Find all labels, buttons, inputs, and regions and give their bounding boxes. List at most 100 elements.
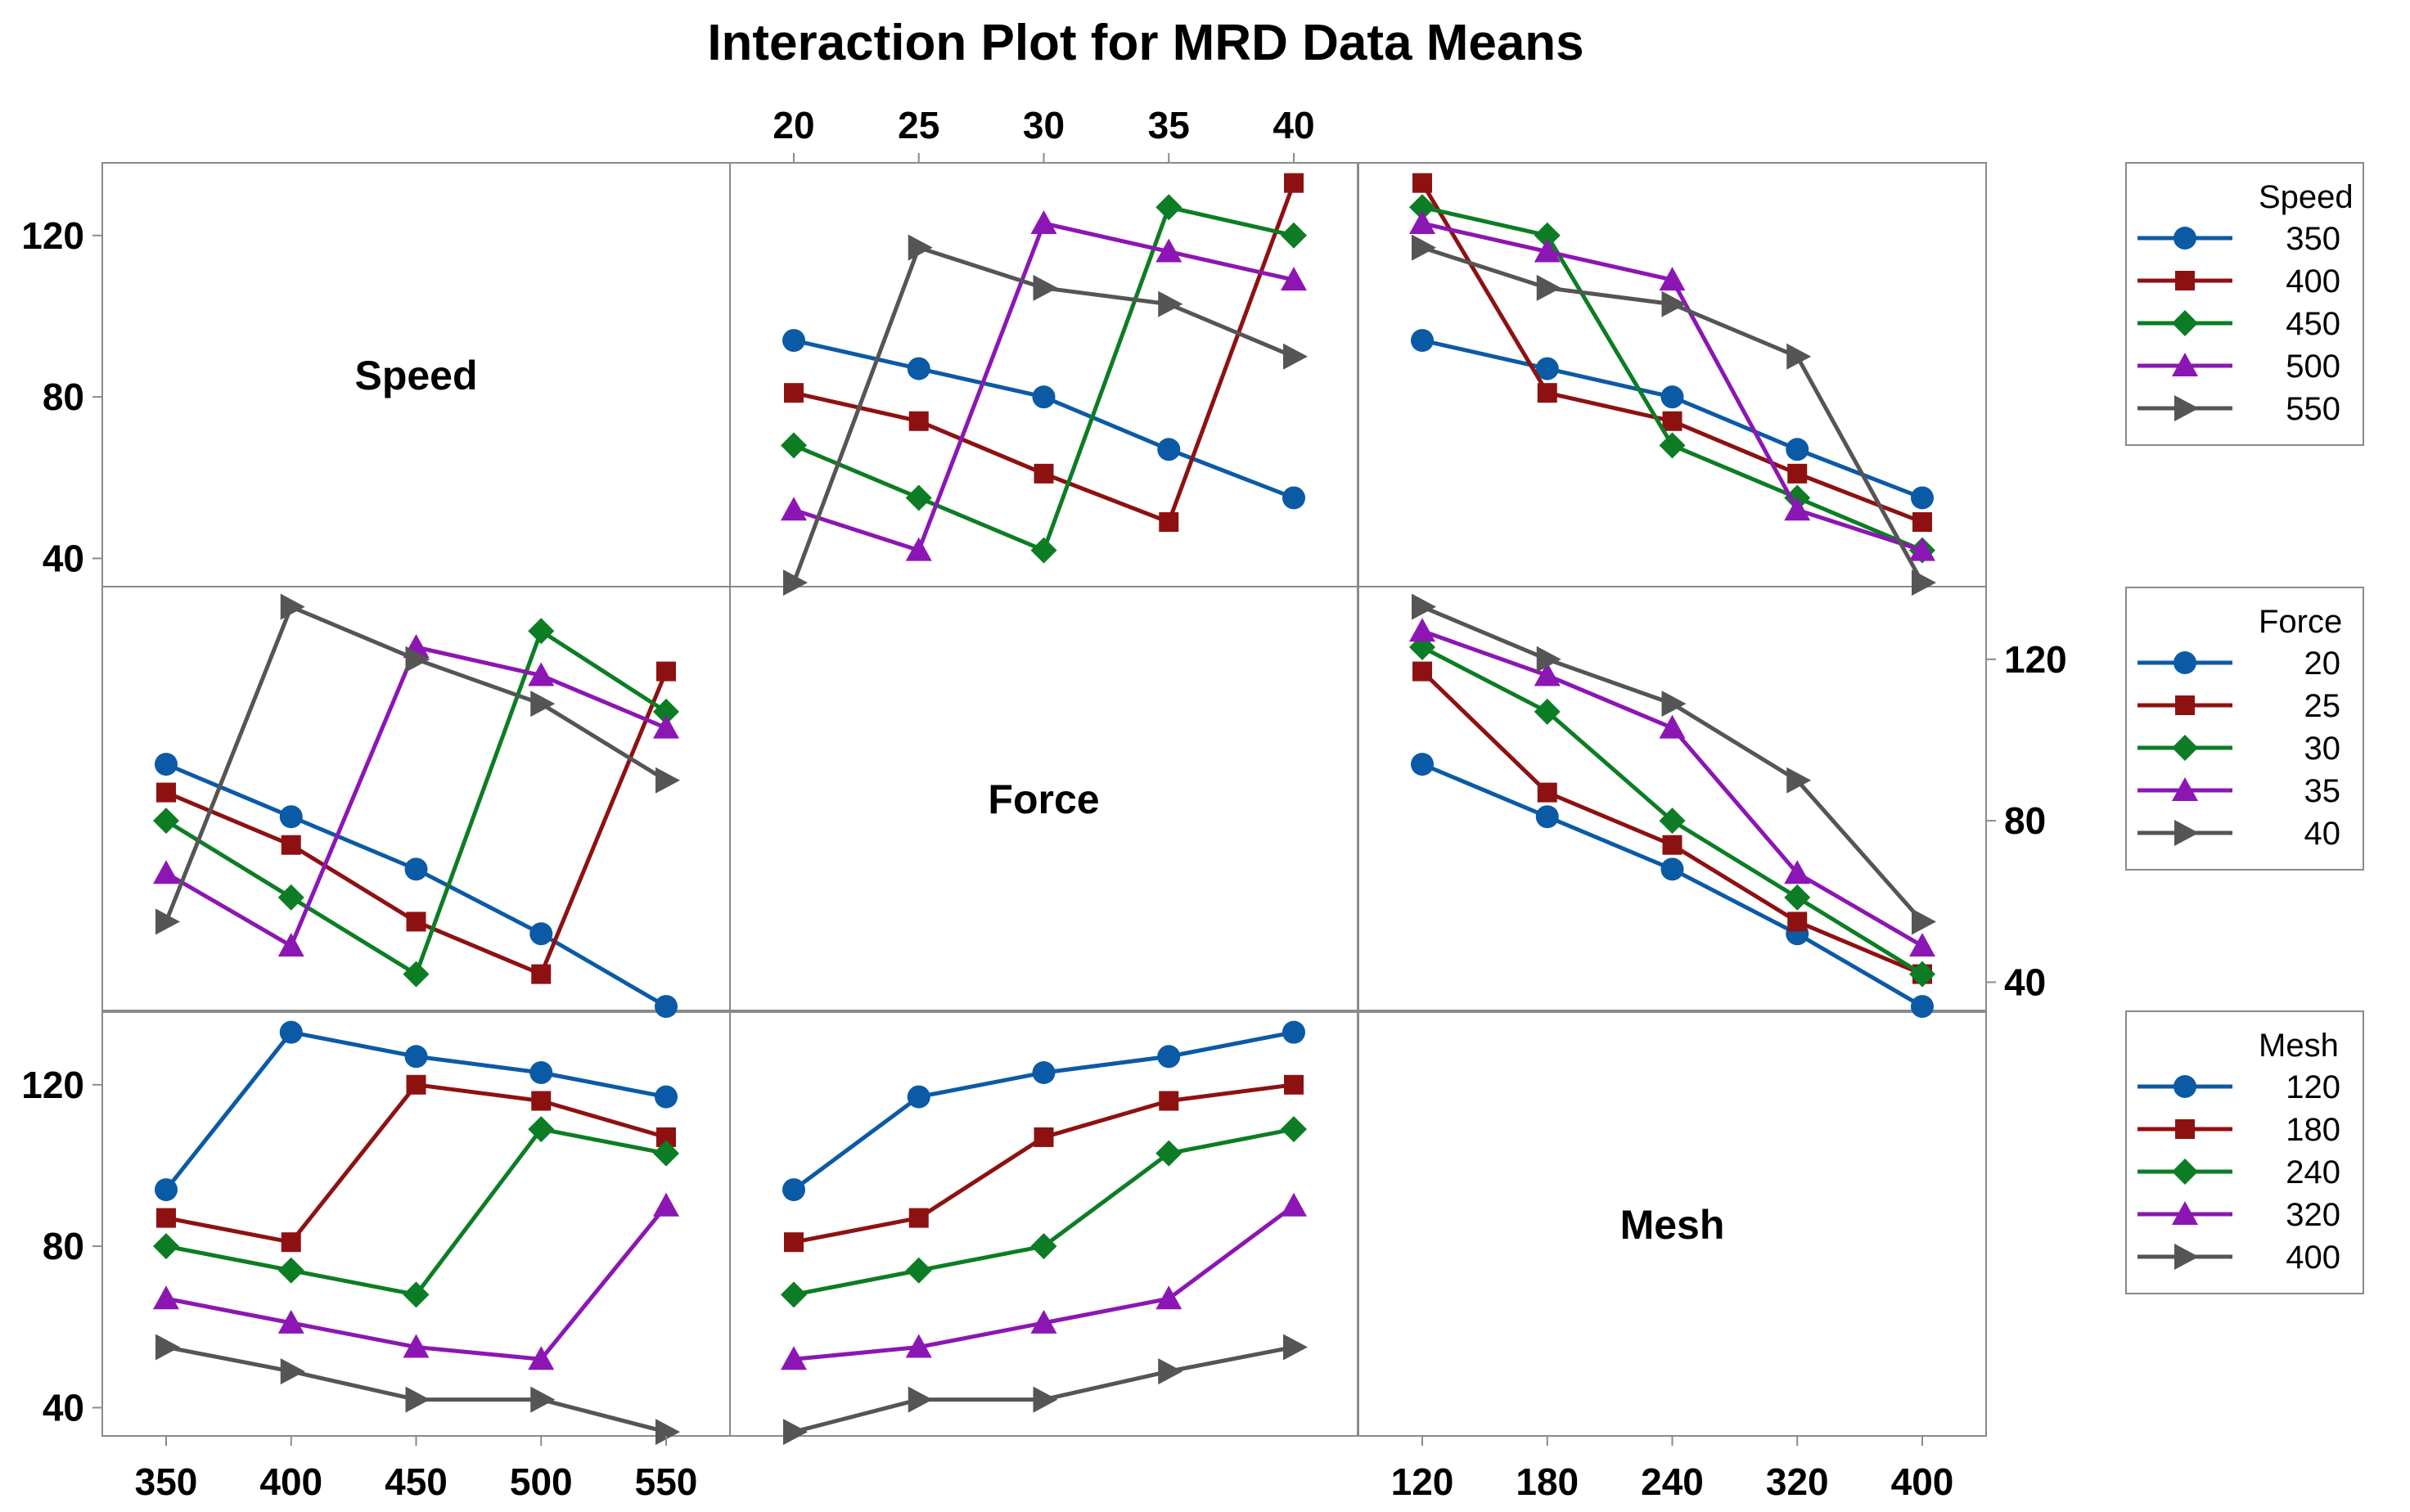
factor-label-speed: Speed — [354, 353, 477, 398]
data-point — [279, 1020, 303, 1044]
y-tick-label: 120 — [21, 1064, 84, 1106]
x-tick-label: 180 — [1516, 1460, 1579, 1503]
data-point — [1786, 767, 1812, 794]
data-point — [277, 933, 304, 957]
legend-item-label: 450 — [2286, 306, 2340, 342]
series-line-mesh-180 — [793, 1082, 1295, 1244]
data-point — [153, 860, 179, 884]
data-point — [1787, 463, 1808, 484]
data-point — [1155, 1140, 1182, 1167]
series-line-speed-400 — [1420, 182, 1923, 524]
legend-item-label: 35 — [2304, 773, 2341, 809]
legend-item-label: 180 — [2286, 1112, 2340, 1148]
data-point — [280, 1358, 305, 1385]
data-point — [155, 753, 178, 776]
data-point — [656, 661, 676, 682]
data-point — [529, 1061, 553, 1084]
data-point — [1159, 1091, 1179, 1111]
data-point — [1409, 194, 1435, 221]
data-point — [1784, 860, 1811, 884]
legend-marker — [2174, 1075, 2196, 1098]
legend-item-label: 20 — [2304, 646, 2341, 682]
data-point — [1283, 343, 1308, 370]
legend-layer: Speed 350 400 450 500 550 Force 20 25 30 35 40 Mesh 1… — [2125, 162, 2364, 1294]
data-point — [1412, 593, 1436, 620]
data-point — [1412, 234, 1436, 261]
data-point — [277, 884, 304, 911]
data-point — [1283, 1334, 1308, 1361]
data-point — [1030, 1233, 1057, 1260]
y-tick-label: 40 — [2004, 961, 2046, 1003]
data-point — [1660, 385, 1684, 409]
data-point — [405, 1386, 430, 1413]
data-point — [1909, 961, 1935, 988]
data-point — [529, 922, 553, 946]
legend-item-label: 25 — [2304, 688, 2341, 724]
series-line-speed-450 — [1421, 205, 1923, 552]
legend-item-label: 120 — [2286, 1069, 2340, 1105]
data-point — [156, 1208, 176, 1228]
legend-marker — [2172, 735, 2198, 761]
panel-mesh-by-force — [1409, 593, 1936, 1019]
legend-item-label: 400 — [2286, 1240, 2340, 1276]
data-point — [1786, 343, 1812, 370]
legend-item-label: 400 — [2286, 263, 2340, 299]
data-point — [530, 1386, 556, 1413]
data-point — [1030, 210, 1057, 234]
data-point — [1911, 486, 1934, 510]
legend-item-label: 350 — [2286, 221, 2340, 257]
data-point — [1412, 173, 1432, 193]
legend-title: Force — [2259, 604, 2342, 640]
data-point — [783, 569, 808, 596]
axis-layer: Speed Force Mesh 40 80 120 40 80 120 40 80 120 20 25 3… — [21, 104, 2067, 1503]
data-point — [406, 911, 426, 932]
legend-speed: Speed 350 400 450 500 550 — [2125, 162, 2364, 446]
x-tick-label: 450 — [385, 1460, 448, 1503]
data-point — [1155, 238, 1182, 263]
data-point — [403, 1281, 430, 1308]
x-tick-label: 40 — [1273, 104, 1314, 146]
data-point — [1534, 238, 1561, 263]
series-line-mesh-240 — [165, 1127, 667, 1297]
series-line-mesh-240 — [793, 1127, 1295, 1297]
data-point — [279, 805, 303, 829]
legend-force: Force 20 25 30 35 40 — [2125, 587, 2364, 871]
data-point — [155, 1334, 180, 1361]
data-point — [782, 329, 805, 353]
data-point — [1034, 463, 1054, 484]
data-point — [905, 1334, 932, 1358]
data-point — [1034, 1127, 1054, 1147]
data-point — [653, 698, 679, 725]
data-point — [781, 1281, 807, 1308]
legend-title: Speed — [2259, 179, 2354, 215]
data-point — [155, 1178, 178, 1202]
legend-item-label: 500 — [2286, 349, 2340, 385]
data-point — [1784, 497, 1811, 521]
legend-marker — [2175, 1119, 2195, 1139]
data-point — [781, 497, 807, 521]
data-point — [1281, 1192, 1307, 1217]
panel-force-by-speed — [781, 173, 1308, 596]
data-point — [907, 1085, 930, 1109]
data-point — [784, 383, 804, 403]
x-tick-label: 400 — [1891, 1460, 1954, 1503]
x-tick-label: 35 — [1148, 104, 1190, 146]
legend-marker — [2174, 651, 2196, 674]
chart-title: Interaction Plot for MRD Data Means — [707, 15, 1583, 71]
legend-marker — [2175, 271, 2195, 290]
data-point — [1155, 1285, 1182, 1310]
y-tick-label: 120 — [21, 214, 84, 257]
factor-label-mesh: Mesh — [1620, 1202, 1725, 1248]
data-point — [1660, 857, 1684, 881]
legend-title: Mesh — [2259, 1028, 2339, 1064]
data-point — [404, 857, 428, 881]
data-point — [1281, 1116, 1307, 1143]
data-point — [1912, 569, 1936, 596]
x-tick-label: 120 — [1391, 1460, 1454, 1503]
legend-item-label: 320 — [2286, 1197, 2340, 1233]
data-point — [1787, 911, 1808, 932]
data-point — [1659, 808, 1686, 835]
data-point — [1281, 267, 1307, 291]
data-point — [1912, 908, 1936, 935]
data-point — [1659, 432, 1686, 459]
